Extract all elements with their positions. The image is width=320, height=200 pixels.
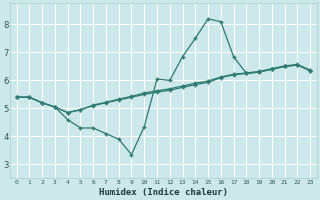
X-axis label: Humidex (Indice chaleur): Humidex (Indice chaleur) <box>99 188 228 197</box>
